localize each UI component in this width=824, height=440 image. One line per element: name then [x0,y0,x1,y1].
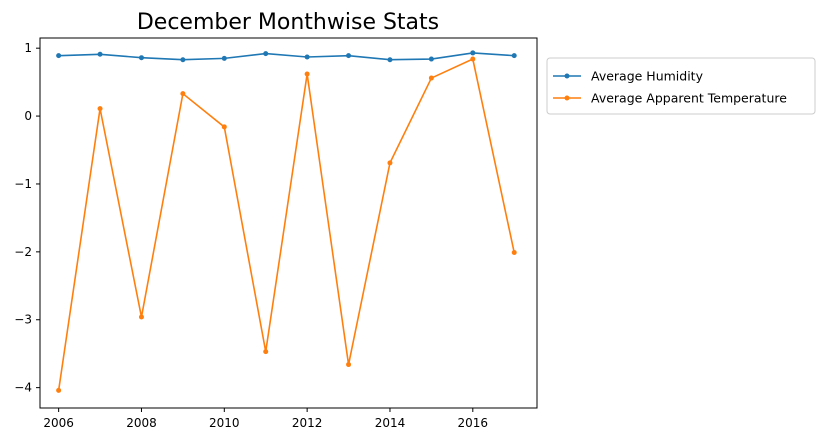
data-point [56,53,62,59]
data-point [263,349,269,355]
legend-marker [564,95,570,101]
x-tick-label: 2014 [375,416,406,430]
data-point [304,71,310,77]
legend: Average Humidity Average Apparent Tempera… [546,57,816,115]
y-axis: −4 −3 −2 −1 0 1 [14,41,40,395]
data-point [97,51,103,57]
y-tick-label: −2 [14,245,32,259]
data-point [511,53,517,59]
data-point [97,106,103,112]
data-point [346,53,352,59]
x-tick-label: 2012 [292,416,323,430]
x-tick-label: 2010 [209,416,240,430]
data-point [346,362,352,368]
data-point [511,250,517,256]
series-line-1 [58,52,515,61]
data-point [387,160,393,166]
data-point [180,57,186,63]
data-point [56,387,62,393]
x-tick-label: 2008 [126,416,157,430]
data-point [138,55,144,61]
data-point [428,56,434,62]
y-tick-label: −4 [14,381,32,395]
legend-box [546,57,816,115]
data-point [180,91,186,97]
plot-area [39,37,538,409]
data-point [138,314,144,320]
x-tick-label: 2016 [458,416,489,430]
data-point [428,75,434,81]
y-tick-label: 0 [24,109,32,123]
x-axis: 2006 2008 2010 2012 2014 2016 [43,408,488,430]
y-tick-label: −1 [14,177,32,191]
y-tick-label: −3 [14,313,32,327]
series-line-2 [57,57,516,391]
data-point [470,50,476,56]
data-point [304,54,310,60]
y-tick-label: 1 [24,41,32,55]
data-point [387,57,393,63]
legend-label: Average Apparent Temperature [591,91,787,106]
data-point [470,56,476,62]
legend-marker [564,73,570,79]
plot-frame [39,37,538,409]
data-point [263,51,269,57]
legend-label: Average Humidity [591,69,704,84]
chart-title: December Monthwise Stats [137,10,439,35]
data-point [221,124,227,130]
data-point [221,55,227,61]
x-tick-label: 2006 [43,416,74,430]
